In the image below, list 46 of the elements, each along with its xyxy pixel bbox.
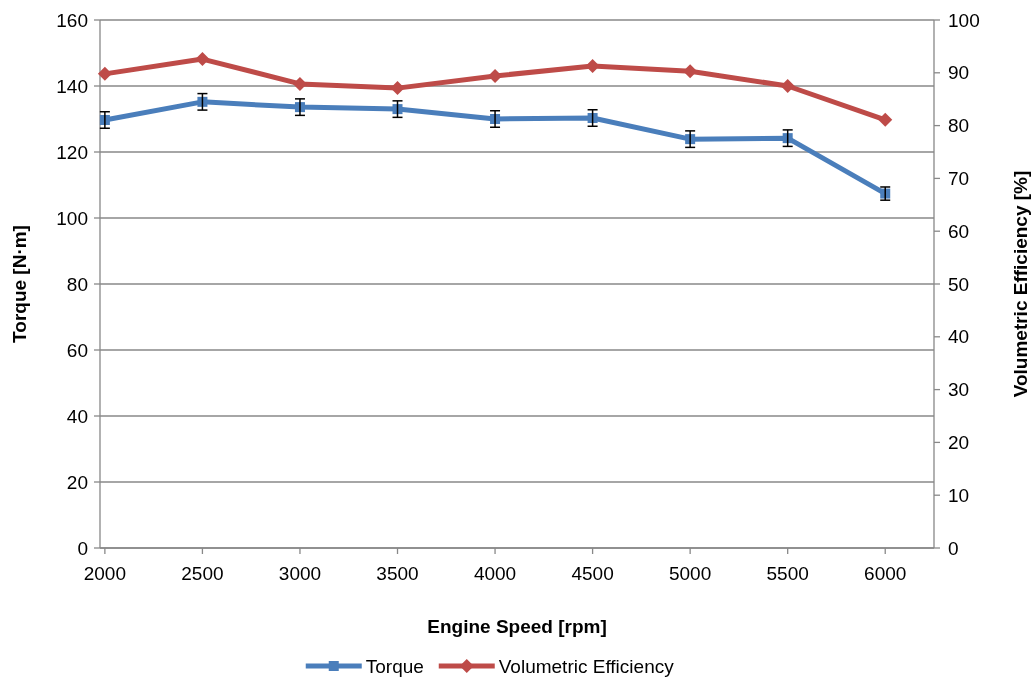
y-tick-label: 100 [56, 207, 88, 229]
point [585, 58, 600, 73]
x-tick-label: 3500 [376, 563, 419, 584]
y-tick-label: 60 [66, 339, 88, 361]
y2-tick-label: 50 [948, 273, 970, 295]
y-tick-label: 120 [56, 141, 88, 163]
point [97, 66, 112, 81]
y-tick-label: 80 [66, 273, 88, 295]
point [195, 52, 210, 67]
point [197, 96, 208, 107]
y2-tick-label: 80 [948, 115, 970, 137]
y-tick-label: 0 [77, 537, 88, 559]
x-axis-title: Engine Speed [rpm] [427, 616, 607, 637]
y2-tick-label: 30 [948, 379, 970, 401]
y-tick-label: 160 [56, 9, 88, 31]
x-tick-label: 5000 [669, 563, 712, 584]
y2-tick-label: 70 [948, 168, 970, 190]
point [780, 79, 795, 93]
y2-axis-title: Volumetric Efficiency [%] [1010, 170, 1031, 398]
point [878, 112, 893, 127]
x-tick-label: 6000 [864, 563, 907, 584]
y2-tick-label: 100 [948, 9, 980, 31]
point [292, 76, 307, 91]
y2-tick-label: 40 [948, 326, 970, 348]
y2-tick-label: 10 [948, 484, 970, 506]
x-tick-label: 4500 [571, 563, 614, 584]
y-tick-label: 20 [66, 471, 88, 493]
x-tick-label: 2500 [181, 563, 224, 584]
y-axis-title: Torque [N·m] [9, 225, 30, 343]
legend-label: Volumetric Efficiency [498, 655, 675, 677]
x-tick-label: 2000 [83, 563, 127, 584]
y-tick-label: 140 [56, 75, 88, 97]
legend-label: Torque [365, 655, 424, 677]
point [390, 81, 405, 96]
x-tick-label: 3000 [278, 563, 322, 584]
x-tick-label: 5500 [766, 563, 809, 584]
point [683, 64, 698, 79]
point [587, 113, 598, 124]
x-tick-label: 4000 [473, 563, 517, 584]
y2-tick-label: 0 [948, 537, 959, 559]
y-tick-label: 40 [66, 405, 88, 427]
point [782, 133, 793, 144]
y2-tick-label: 60 [948, 220, 970, 242]
y2-tick-label: 20 [948, 432, 970, 454]
y2-tick-label: 90 [948, 62, 970, 84]
point [392, 104, 403, 115]
